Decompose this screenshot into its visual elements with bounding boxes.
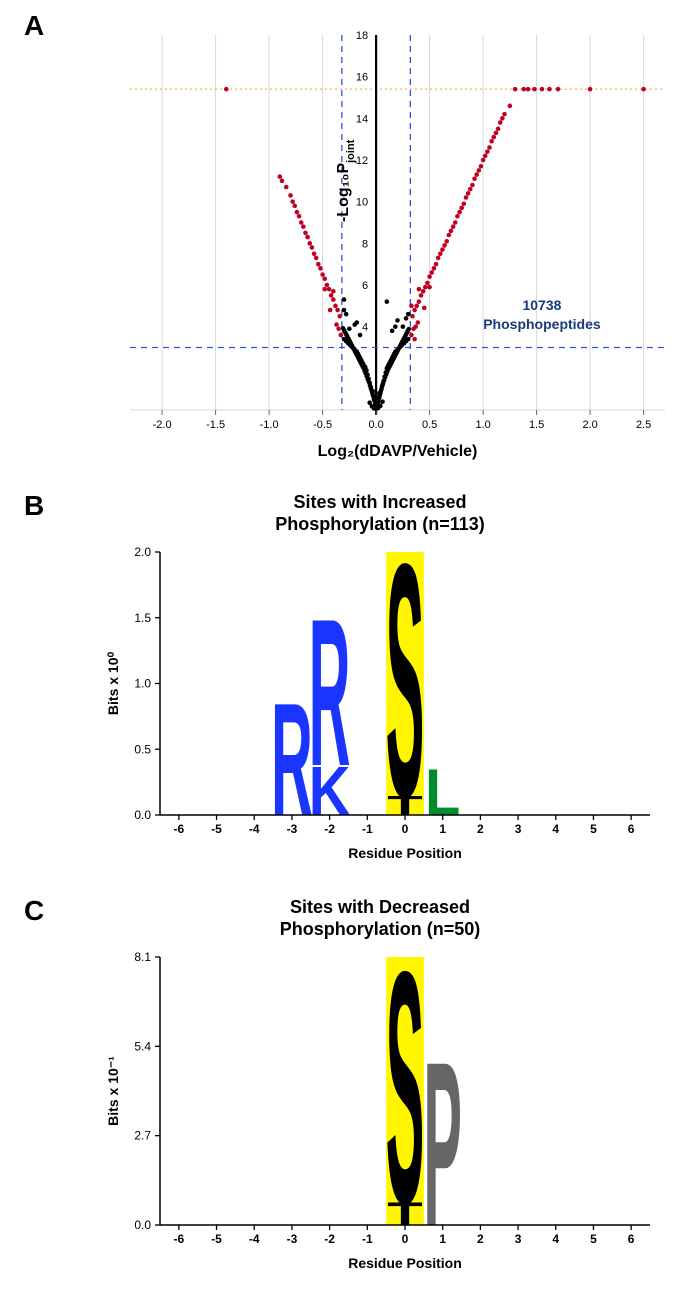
svg-text:5: 5 — [590, 822, 597, 836]
svg-text:-2.0: -2.0 — [153, 419, 172, 431]
svg-text:Log₂(dDAVP/Vehicle): Log₂(dDAVP/Vehicle) — [318, 443, 478, 460]
svg-text:-2: -2 — [324, 1232, 335, 1246]
svg-text:-5: -5 — [211, 1232, 222, 1246]
svg-text:10738: 10738 — [522, 297, 561, 313]
panel-b-label: B — [24, 490, 44, 522]
svg-text:2: 2 — [477, 1232, 484, 1246]
svg-text:-1.0: -1.0 — [260, 419, 279, 431]
svg-text:Bits x 10⁰: Bits x 10⁰ — [105, 652, 121, 716]
svg-text:18: 18 — [356, 30, 368, 42]
svg-text:4: 4 — [552, 822, 559, 836]
svg-text:4: 4 — [362, 322, 368, 334]
volcano-chart: -2.0 -1.5 -1.0 -0.5 0.0 0.5 1.0 1.5 2.0 2.5 2 4 6 8 10… — [60, 20, 680, 470]
svg-text:-6: -6 — [174, 822, 185, 836]
svg-text:Sites with Decreased: Sites with Decreased — [290, 897, 470, 917]
svg-text:8.1: 8.1 — [134, 950, 151, 964]
svg-text:S: S — [386, 904, 425, 1273]
svg-text:2: 2 — [477, 822, 484, 836]
svg-text:Residue Position: Residue Position — [348, 845, 462, 861]
svg-text:-4: -4 — [249, 1232, 260, 1246]
svg-text:0.0: 0.0 — [368, 419, 383, 431]
svg-text:-4: -4 — [249, 822, 260, 836]
svg-text:5: 5 — [590, 1232, 597, 1246]
svg-text:6: 6 — [362, 280, 368, 292]
svg-text:-Log₁₀Pjoint: -Log₁₀Pjoint — [335, 139, 357, 222]
svg-text:-3: -3 — [287, 1232, 298, 1246]
svg-text:12: 12 — [356, 155, 368, 167]
svg-text:R: R — [309, 575, 351, 810]
svg-text:2.0: 2.0 — [582, 419, 597, 431]
svg-text:2: 2 — [362, 363, 368, 375]
svg-text:-1: -1 — [362, 1232, 373, 1246]
svg-text:-2: -2 — [324, 822, 335, 836]
panel-a-label: A — [24, 10, 44, 42]
svg-text:5.4: 5.4 — [134, 1039, 151, 1053]
svg-text:2.7: 2.7 — [134, 1129, 151, 1143]
svg-text:-1.5: -1.5 — [206, 419, 225, 431]
svg-text:S: S — [386, 494, 425, 866]
svg-text:1: 1 — [439, 822, 446, 836]
svg-text:6: 6 — [628, 1232, 635, 1246]
svg-text:-3: -3 — [287, 822, 298, 836]
svg-text:-6: -6 — [174, 1232, 185, 1246]
svg-text:0.0: 0.0 — [134, 1218, 151, 1232]
svg-text:1: 1 — [439, 1232, 446, 1246]
svg-text:2.5: 2.5 — [636, 419, 651, 431]
svg-text:-1: -1 — [362, 822, 373, 836]
svg-text:6: 6 — [628, 822, 635, 836]
svg-text:Residue Position: Residue Position — [348, 1255, 462, 1271]
svg-text:0.5: 0.5 — [134, 742, 151, 756]
svg-text:Phosphorylation (n=113): Phosphorylation (n=113) — [275, 514, 485, 534]
svg-text:0: 0 — [402, 1232, 409, 1246]
svg-text:14: 14 — [356, 113, 368, 125]
svg-text:1.5: 1.5 — [134, 611, 151, 625]
svg-text:0: 0 — [402, 822, 409, 836]
panel-c-label: C — [24, 895, 44, 927]
svg-text:Bits x 10⁻¹: Bits x 10⁻¹ — [105, 1056, 121, 1126]
svg-text:1.0: 1.0 — [475, 419, 490, 431]
svg-text:0.5: 0.5 — [422, 419, 437, 431]
svg-text:4: 4 — [552, 1232, 559, 1246]
svg-text:Phosphopeptides: Phosphopeptides — [483, 316, 601, 332]
svg-text:Phosphorylation (n=50): Phosphorylation (n=50) — [280, 919, 481, 939]
svg-text:1.5: 1.5 — [529, 419, 544, 431]
logo-decreased: Sites with DecreasedPhosphorylation (n=5… — [100, 895, 660, 1280]
svg-text:-0.5: -0.5 — [313, 419, 332, 431]
svg-text:0.0: 0.0 — [134, 808, 151, 822]
svg-text:3: 3 — [515, 1232, 522, 1246]
svg-text:16: 16 — [356, 72, 368, 84]
svg-text:8: 8 — [362, 238, 368, 250]
logo-increased: Sites with IncreasedPhosphorylation (n=1… — [100, 490, 660, 870]
svg-text:-5: -5 — [211, 822, 222, 836]
svg-text:10: 10 — [356, 197, 368, 209]
svg-text:1.0: 1.0 — [134, 677, 151, 691]
svg-text:2.0: 2.0 — [134, 545, 151, 559]
svg-text:3: 3 — [515, 822, 522, 836]
svg-text:Sites with Increased: Sites with Increased — [293, 492, 466, 512]
